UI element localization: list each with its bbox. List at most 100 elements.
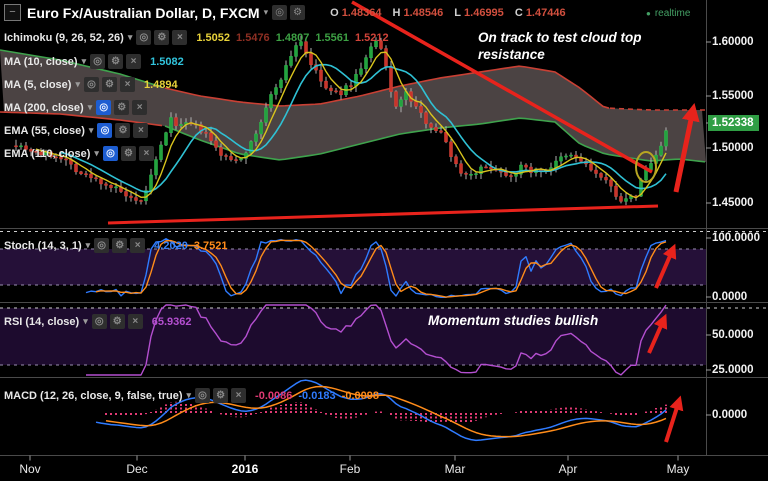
rsi-axis-label: 50.0000 — [712, 329, 754, 341]
indicator-row-stoch: Stoch (14, 3, 1) ▾ ◎ ⚙ × 4.2020 3.7521 — [4, 238, 227, 253]
eye-icon[interactable]: ◎ — [90, 54, 106, 69]
indicator-label[interactable]: Ichimoku (9, 26, 52, 26) — [4, 31, 124, 44]
close-icon[interactable]: × — [130, 238, 146, 253]
eye-icon[interactable]: ◎ — [91, 314, 107, 329]
eye-icon[interactable]: ◎ — [102, 146, 118, 161]
chevron-down-icon[interactable]: ▾ — [94, 148, 99, 158]
indicator-row-ma5: MA (5, close) ▾ ◎ ⚙ × 1.4894 — [4, 76, 178, 93]
indicator-value: 1.5052 — [196, 31, 231, 44]
chevron-down-icon[interactable]: ▾ — [81, 56, 87, 66]
close-icon[interactable]: × — [133, 123, 149, 138]
close-icon[interactable]: × — [138, 146, 154, 161]
indicator-label[interactable]: MA (200, close) — [4, 101, 84, 114]
indicator-label[interactable]: MACD (12, 26, close, 9, false, true) — [4, 389, 183, 402]
indicator-row-ichimoku: Ichimoku (9, 26, 52, 26) ▾ ◎ ⚙ × 1.5052 … — [4, 29, 389, 46]
chevron-down-icon[interactable]: ▾ — [75, 79, 80, 89]
time-axis-label: Mar — [444, 462, 466, 476]
price-axis-label: 1.45000 — [712, 197, 754, 209]
eye-icon[interactable]: ◎ — [83, 77, 99, 92]
eye-icon[interactable]: ◎ — [97, 123, 113, 138]
gear-icon[interactable]: ⚙ — [112, 238, 128, 253]
chevron-down-icon[interactable]: ▾ — [87, 102, 93, 112]
symbol-title-row: − Euro Fx/Australian Dollar, D, FXCM ▾ ◎… — [4, 4, 566, 21]
eye-icon[interactable]: ◎ — [94, 238, 110, 253]
high-value: 1.48546 — [403, 6, 444, 19]
indicator-value: 4.2020 — [154, 239, 188, 252]
eye-icon[interactable]: ◎ — [195, 388, 211, 403]
collapse-icon[interactable]: − — [4, 4, 21, 21]
last-price-badge: 1.52338 — [708, 115, 759, 131]
time-axis-label: Feb — [339, 462, 361, 476]
realtime-dot-icon: ● — [646, 9, 651, 18]
close-icon[interactable]: × — [127, 314, 143, 329]
indicator-value: 3.7521 — [193, 239, 228, 252]
chevron-down-icon[interactable]: ▾ — [83, 316, 88, 326]
stoch-axis-label: 100.0000 — [712, 232, 760, 244]
close-icon[interactable]: × — [132, 100, 148, 115]
time-axis-label: Nov — [19, 462, 41, 476]
ohlc-readout: O 1.48364 H 1.48546 L 1.46995 C 1.47446 — [322, 7, 565, 19]
indicator-row-ema55: EMA (55, close) ▾ ◎ ⚙ × — [4, 122, 151, 139]
price-axis-label: 1.55000 — [712, 90, 754, 102]
price-axis-label: 1.60000 — [712, 36, 754, 48]
time-axis-label: May — [666, 462, 690, 476]
gear-icon[interactable]: ⚙ — [108, 54, 124, 69]
indicator-label[interactable]: MA (10, close) — [4, 55, 78, 68]
time-axis-label: Apr — [558, 462, 578, 476]
indicator-label[interactable]: EMA (110, close) — [4, 147, 91, 160]
rsi-axis-label: 25.0000 — [712, 364, 754, 376]
low-label: L — [454, 6, 462, 19]
gear-icon[interactable]: ⚙ — [120, 146, 136, 161]
indicator-label[interactable]: RSI (14, close) — [4, 315, 80, 328]
chevron-down-icon[interactable]: ▾ — [88, 125, 94, 135]
indicator-row-macd: MACD (12, 26, close, 9, false, true) ▾ ◎… — [4, 388, 379, 403]
chevron-down-icon[interactable]: ▾ — [127, 32, 133, 42]
indicator-row-ma10: MA (10, close) ▾ ◎ ⚙ × 1.5082 — [4, 53, 184, 70]
indicator-label[interactable]: Stoch (14, 3, 1) — [4, 239, 82, 252]
indicator-value: -0.0098 — [341, 389, 379, 402]
annotation-cloud-resistance: On track to test cloud top resistance — [478, 30, 642, 62]
annotation-momentum: Momentum studies bullish — [428, 313, 599, 328]
indicator-row-ma200: MA (200, close) ▾ ◎ ⚙ × — [4, 99, 150, 116]
indicator-value: 1.5212 — [355, 31, 389, 44]
realtime-status: ● realtime — [646, 8, 690, 19]
indicator-label[interactable]: EMA (55, close) — [4, 124, 85, 137]
open-value: 1.48364 — [341, 6, 382, 19]
indicator-value: -0.0183 — [298, 389, 336, 402]
indicator-row-rsi: RSI (14, close) ▾ ◎ ⚙ × 65.9362 — [4, 314, 192, 329]
gear-icon[interactable]: ⚙ — [290, 5, 306, 20]
eye-icon[interactable]: ◎ — [272, 5, 288, 20]
indicator-value: 1.5561 — [315, 31, 349, 44]
close-icon[interactable]: × — [126, 54, 142, 69]
indicator-value: 1.5082 — [150, 55, 184, 68]
symbol-title[interactable]: Euro Fx/Australian Dollar, D, FXCM — [27, 4, 260, 21]
stoch-axis-label: 0.0000 — [712, 291, 748, 303]
chevron-down-icon[interactable]: ▾ — [186, 390, 192, 400]
eye-icon[interactable]: ◎ — [136, 30, 152, 45]
close-icon[interactable]: × — [119, 77, 135, 92]
macd-axis-label: 0.0000 — [712, 409, 748, 421]
gear-icon[interactable]: ⚙ — [115, 123, 131, 138]
indicator-value: 1.4894 — [143, 78, 178, 91]
close-icon[interactable]: × — [231, 388, 247, 403]
realtime-label: realtime — [654, 8, 691, 19]
open-label: O — [330, 6, 339, 19]
close-value: 1.47446 — [525, 6, 566, 19]
gear-icon[interactable]: ⚙ — [109, 314, 125, 329]
price-axis-label: 1.50000 — [712, 142, 754, 154]
high-label: H — [392, 6, 401, 19]
indicator-row-ema110: EMA (110, close) ▾ ◎ ⚙ × — [4, 145, 157, 162]
indicator-label[interactable]: MA (5, close) — [4, 78, 72, 91]
chevron-down-icon[interactable]: ▾ — [263, 7, 269, 17]
close-label: C — [514, 6, 523, 19]
gear-icon[interactable]: ⚙ — [114, 100, 130, 115]
gear-icon[interactable]: ⚙ — [101, 77, 117, 92]
close-icon[interactable]: × — [172, 30, 188, 45]
eye-icon[interactable]: ◎ — [96, 100, 112, 115]
chevron-down-icon[interactable]: ▾ — [85, 240, 91, 250]
gear-icon[interactable]: ⚙ — [213, 388, 229, 403]
low-value: 1.46995 — [464, 6, 504, 19]
gear-icon[interactable]: ⚙ — [154, 30, 170, 45]
